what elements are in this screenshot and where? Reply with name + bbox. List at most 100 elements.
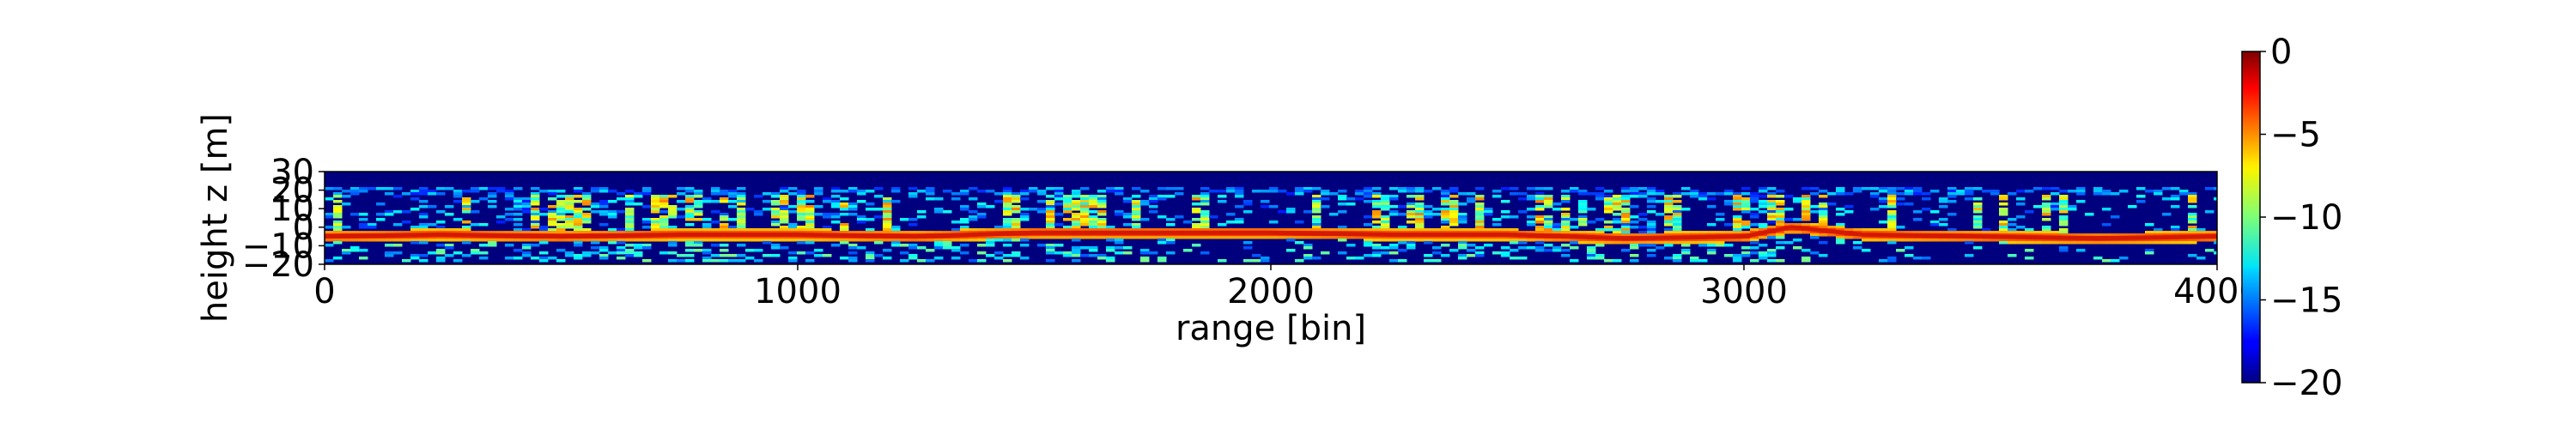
heatmap-cell	[1338, 239, 1347, 242]
heatmap-cell	[402, 231, 411, 234]
heatmap-cell	[1741, 205, 1751, 208]
heatmap-cell	[1587, 254, 1596, 257]
heatmap-cell	[711, 221, 720, 224]
heatmap-cell	[1054, 195, 1064, 198]
heatmap-cell	[805, 259, 815, 263]
heatmap-cell	[1003, 208, 1012, 211]
heatmap-cell	[1398, 249, 1407, 252]
heatmap-cell	[582, 228, 592, 232]
heatmap-cell	[1793, 231, 1802, 234]
heatmap-cell	[479, 257, 489, 260]
heatmap-cell	[1072, 223, 1081, 227]
heatmap-cell	[1338, 210, 1347, 214]
heatmap-cell	[762, 254, 772, 257]
heatmap-cell	[1552, 246, 1562, 250]
heatmap-cell	[1999, 241, 2008, 245]
heatmap-cell	[2205, 231, 2215, 234]
heatmap-cell	[780, 239, 789, 242]
heatmap-cell	[1638, 226, 1648, 229]
heatmap-cell	[1965, 239, 1974, 242]
heatmap-cell	[1630, 205, 1639, 208]
heatmap-cell	[659, 231, 669, 234]
heatmap-cell	[1913, 192, 1923, 196]
heatmap-cell	[1879, 259, 1888, 263]
heatmap-cell	[410, 226, 420, 229]
heatmap-cell	[1664, 210, 1674, 214]
heatmap-cell	[823, 228, 832, 232]
heatmap-cell	[1690, 241, 1699, 245]
heatmap-cell	[651, 210, 660, 214]
heatmap-cell	[2205, 249, 2215, 252]
heatmap-cell	[1819, 254, 1828, 257]
heatmap-cell	[565, 221, 574, 224]
heatmap-cell	[668, 228, 677, 232]
heatmap-cell	[471, 200, 480, 203]
heatmap-cell	[642, 259, 652, 263]
heatmap-cell	[445, 228, 454, 232]
heatmap-cell	[634, 244, 643, 247]
heatmap-cell	[1647, 197, 1656, 201]
heatmap-cell	[531, 239, 540, 242]
heatmap-cell	[1570, 239, 1579, 242]
heatmap-cell	[1613, 221, 1622, 224]
heatmap-cell	[1827, 202, 1837, 206]
heatmap-cell	[1973, 210, 1983, 214]
heatmap-cell	[1243, 210, 1253, 214]
heatmap-cell	[2188, 213, 2197, 216]
heatmap-cell	[1776, 218, 1785, 221]
heatmap-cell	[1458, 254, 1467, 257]
heatmap-cell	[1192, 228, 1201, 232]
heatmap-cell	[960, 221, 969, 224]
heatmap-cell	[1982, 190, 1991, 193]
heatmap-cell	[1406, 246, 1416, 250]
heatmap-cell	[2016, 197, 2026, 201]
heatmap-cell	[1630, 241, 1639, 245]
heatmap-cell	[694, 192, 703, 196]
heatmap-cell	[737, 231, 746, 234]
heatmap-cell	[591, 231, 600, 234]
heatmap-cell	[2154, 231, 2163, 234]
heatmap-cell	[840, 239, 849, 242]
heatmap-cell	[359, 218, 368, 221]
heatmap-cell	[1707, 241, 1716, 245]
heatmap-cell	[1321, 197, 1330, 201]
heatmap-cell	[1595, 257, 1605, 260]
heatmap-cell	[1673, 208, 1682, 211]
heatmap-cell	[1157, 257, 1167, 260]
heatmap-cell	[1080, 202, 1090, 206]
heatmap-cell	[2154, 239, 2163, 242]
heatmap-cell	[745, 239, 755, 242]
heatmap-cell	[762, 239, 772, 242]
heatmap-cell	[685, 197, 695, 201]
heatmap-cell	[1570, 259, 1579, 263]
heatmap-cell	[1535, 200, 1545, 203]
heatmap-cell	[325, 197, 334, 201]
heatmap-cell	[1750, 246, 1759, 250]
heatmap-cell	[702, 228, 712, 232]
heatmap-cell	[574, 231, 583, 234]
heatmap-cell	[651, 239, 660, 242]
heatmap-cell	[1046, 210, 1055, 214]
heatmap-cell	[1604, 205, 1613, 208]
heatmap-cell	[1501, 254, 1510, 257]
heatmap-cell	[591, 246, 600, 250]
heatmap-cell	[2025, 257, 2034, 260]
heatmap-cell	[969, 215, 978, 219]
heatmap-cell	[591, 239, 600, 242]
heatmap-cell	[1303, 228, 1313, 232]
heatmap-cell	[496, 221, 506, 224]
heatmap-cell	[754, 239, 763, 242]
heatmap-cell	[771, 228, 781, 232]
heatmap-cell	[1750, 200, 1759, 203]
heatmap-cell	[1801, 223, 1811, 227]
heatmap-cell	[1054, 228, 1064, 232]
heatmap-cell	[1673, 228, 1682, 232]
heatmap-cell	[1475, 187, 1485, 190]
heatmap-cell	[1424, 210, 1433, 214]
heatmap-cell	[1132, 200, 1141, 203]
heatmap-cell	[1527, 215, 1536, 219]
heatmap-cell	[694, 231, 703, 234]
heatmap-cell	[385, 251, 394, 255]
heatmap-cell	[1501, 187, 1510, 190]
heatmap-cell	[797, 231, 806, 234]
